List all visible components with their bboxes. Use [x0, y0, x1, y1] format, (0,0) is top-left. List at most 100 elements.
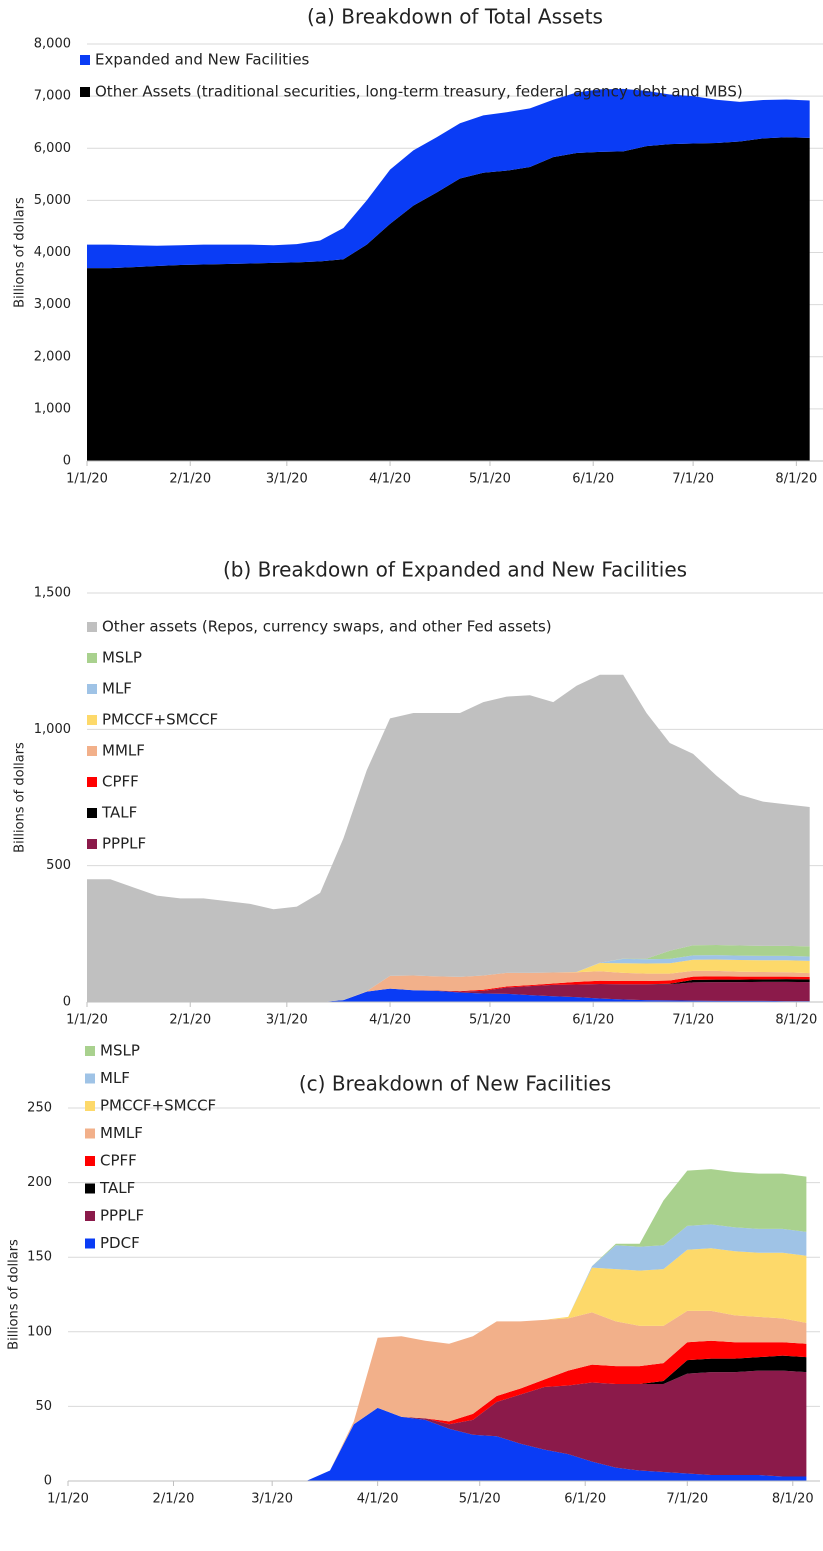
x-tick-label: 4/1/20: [369, 472, 411, 487]
legend-swatch: [85, 1238, 95, 1249]
x-tick-label: 4/1/20: [369, 1013, 411, 1028]
legend-swatch: [85, 1073, 95, 1084]
y-tick-label: 1,000: [34, 401, 71, 416]
legend-label: PDCF: [100, 1234, 140, 1252]
area: [68, 1355, 807, 1481]
x-tick-label: 7/1/20: [666, 1492, 708, 1507]
area: [68, 1248, 807, 1481]
y-tick-label: 4,000: [34, 245, 71, 260]
legend-swatch: [87, 684, 97, 694]
legend-swatch: [85, 1128, 95, 1139]
legend-swatch: [85, 1211, 95, 1221]
legend-label: TALF: [99, 1179, 135, 1197]
x-tick-label: 8/1/20: [775, 1013, 817, 1028]
x-tick-label: 6/1/20: [572, 472, 614, 487]
legend-label: MSLP: [100, 1042, 140, 1060]
legend-label: Other Assets (traditional securities, lo…: [95, 83, 743, 101]
legend-swatch: [87, 839, 97, 849]
y-tick-label: 500: [46, 858, 71, 873]
x-tick-label: 1/1/20: [66, 472, 108, 487]
y-tick-label: 2,000: [34, 349, 71, 364]
y-tick-label: 200: [27, 1175, 52, 1190]
legend-label: PPPLF: [102, 835, 146, 853]
x-tick-label: 5/1/20: [469, 472, 511, 487]
legend-swatch: [85, 1183, 95, 1194]
legend-swatch: [87, 653, 97, 663]
y-tick-label: 1,000: [34, 722, 71, 737]
y-tick-label: 3,000: [34, 297, 71, 312]
x-tick-label: 4/1/20: [357, 1492, 399, 1507]
legend-label: PMCCF+SMCCF: [102, 711, 218, 729]
area: [68, 1370, 807, 1481]
legend-swatch: [87, 808, 97, 818]
chart-title: (a) Breakdown of Total Assets: [307, 5, 603, 29]
legend-label: Expanded and New Facilities: [95, 51, 310, 69]
x-tick-label: 8/1/20: [772, 1492, 814, 1507]
chart-title: (c) Breakdown of New Facilities: [299, 1072, 611, 1096]
y-axis-label: Billions of dollars: [13, 197, 28, 308]
area: [87, 945, 810, 1002]
legend-swatch: [87, 777, 97, 787]
y-tick-label: 5,000: [34, 193, 71, 208]
y-tick-label: 8,000: [34, 37, 71, 52]
legend-label: MLF: [100, 1069, 130, 1087]
chart-title: (b) Breakdown of Expanded and New Facili…: [223, 558, 687, 582]
legend-swatch: [85, 1101, 95, 1111]
x-tick-label: 3/1/20: [266, 472, 308, 487]
x-tick-label: 5/1/20: [459, 1492, 501, 1507]
x-tick-label: 5/1/20: [469, 1013, 511, 1028]
y-tick-label: 6,000: [34, 141, 71, 156]
area: [87, 970, 810, 1002]
area: [68, 1224, 807, 1481]
x-tick-label: 6/1/20: [572, 1013, 614, 1028]
x-tick-label: 7/1/20: [672, 1013, 714, 1028]
area: [87, 137, 810, 461]
legend-label: MMLF: [100, 1124, 143, 1142]
area: [87, 979, 810, 1002]
x-tick-label: 6/1/20: [564, 1492, 606, 1507]
legend-swatch: [85, 1156, 95, 1166]
y-axis-label: Billions of dollars: [7, 1239, 22, 1350]
y-tick-label: 0: [44, 1474, 52, 1489]
y-tick-label: 0: [63, 454, 71, 469]
legend-label: MLF: [102, 680, 132, 698]
area: [87, 955, 810, 1002]
area: [68, 1340, 807, 1481]
legend-label: Other assets (Repos, currency swaps, and…: [102, 618, 552, 636]
y-tick-label: 250: [27, 1101, 52, 1116]
x-tick-label: 1/1/20: [47, 1492, 89, 1507]
area: [87, 988, 810, 1002]
legend-swatch: [87, 622, 97, 632]
area: [87, 976, 810, 1002]
area: [87, 88, 810, 269]
legend-label: CPFF: [100, 1152, 137, 1170]
y-tick-label: 100: [27, 1324, 52, 1339]
area: [87, 959, 810, 1002]
x-tick-label: 2/1/20: [153, 1492, 195, 1507]
x-tick-label: 8/1/20: [775, 472, 817, 487]
legend-swatch: [80, 55, 90, 65]
legend-swatch: [85, 1046, 95, 1056]
x-tick-label: 7/1/20: [672, 472, 714, 487]
legend-swatch: [87, 715, 97, 725]
y-tick-label: 7,000: [34, 89, 71, 104]
area: [68, 1310, 807, 1481]
area: [68, 1169, 807, 1481]
y-tick-label: 1,500: [34, 586, 71, 601]
y-tick-label: 50: [35, 1399, 52, 1414]
legend-label: MSLP: [102, 649, 142, 667]
legend-label: TALF: [101, 804, 137, 822]
legend-swatch: [80, 87, 90, 97]
legend-label: CPFF: [102, 773, 139, 791]
x-tick-label: 1/1/20: [66, 1013, 108, 1028]
area: [87, 674, 810, 1002]
y-axis-label: Billions of dollars: [13, 742, 28, 853]
y-tick-label: 0: [63, 995, 71, 1010]
legend-label: PMCCF+SMCCF: [100, 1097, 216, 1115]
area: [68, 1407, 807, 1481]
y-tick-label: 150: [27, 1250, 52, 1265]
x-tick-label: 3/1/20: [251, 1492, 293, 1507]
legend-label: MMLF: [102, 742, 145, 760]
x-tick-label: 2/1/20: [169, 472, 211, 487]
